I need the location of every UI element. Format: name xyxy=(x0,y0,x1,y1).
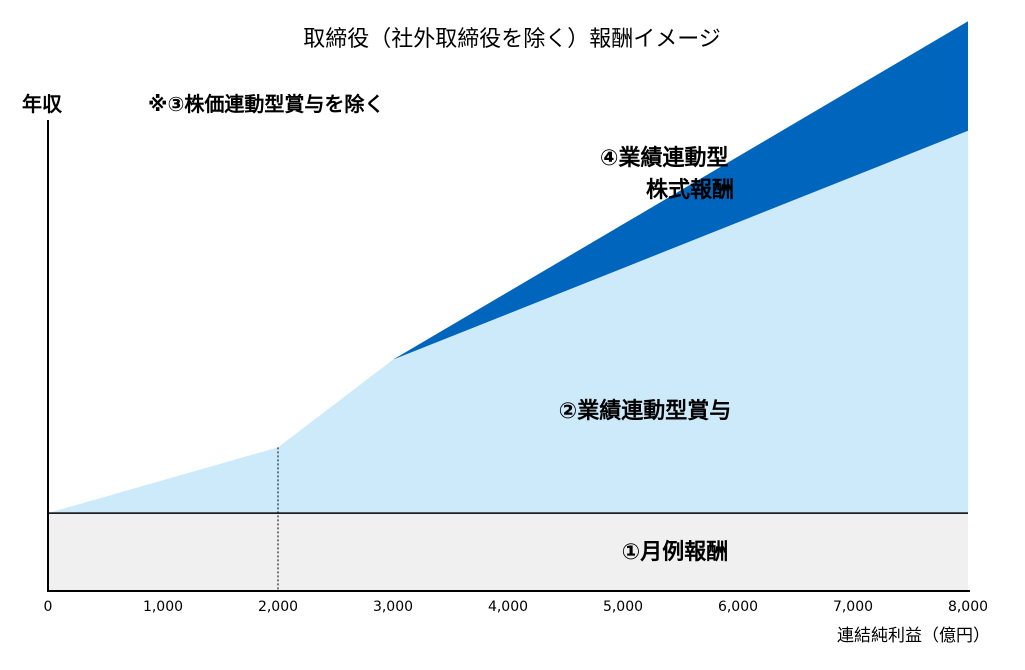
x-tick-label: 5,000 xyxy=(603,599,643,615)
x-tick-label: 7,000 xyxy=(833,599,873,615)
series-label-bonus: ②業績連動型賞与 xyxy=(559,398,732,424)
area-performance-bonus xyxy=(48,130,968,514)
x-tick-labels: 0 1,000 2,000 3,000 4,000 5,000 6,000 7,000 8,00… xyxy=(44,599,989,615)
y-axis-label: 年収 xyxy=(22,92,63,116)
x-axis-label: 連結純利益（億円） xyxy=(837,626,990,646)
x-tick-label: 4,000 xyxy=(488,599,528,615)
chart-title: 取締役（社外取締役を除く）報酬イメージ xyxy=(303,27,721,52)
x-tick-label: 2,000 xyxy=(258,599,298,615)
x-tick-label: 6,000 xyxy=(718,599,758,615)
x-tick-label: 0 xyxy=(44,599,53,615)
series-label-stock: ④業績連動型 株式報酬 xyxy=(600,145,736,203)
note-text: ※③株価連動型賞与を除く xyxy=(148,92,384,116)
x-tick-label: 8,000 xyxy=(948,599,988,615)
x-tick-label: 1,000 xyxy=(143,599,183,615)
series-label-monthly: ①月例報酬 xyxy=(622,539,729,565)
x-tick-label: 3,000 xyxy=(373,599,413,615)
area-monthly-compensation xyxy=(48,513,968,591)
